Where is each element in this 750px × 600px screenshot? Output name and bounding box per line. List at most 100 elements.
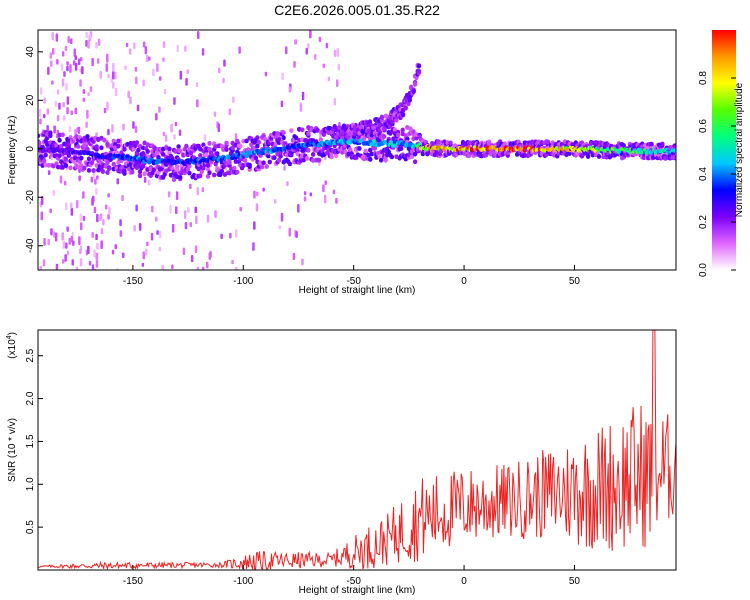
spectrogram-noise-cell	[95, 187, 98, 195]
spectrogram-noise-cell	[86, 268, 90, 270]
spectrogram-noise-cell	[79, 213, 83, 222]
spectrogram-halo-cell	[171, 177, 177, 183]
spectrogram-halo-cell	[116, 138, 121, 144]
spectrogram-noise-cell	[58, 102, 61, 110]
y-tick-label: 2.5	[25, 348, 36, 362]
spectrogram-noise-cell	[201, 48, 205, 56]
spectrogram-halo-cell	[235, 169, 240, 175]
spectrogram-noise-cell	[253, 190, 256, 199]
x-tick-label: -50	[346, 276, 361, 287]
spectrogram-noise-cell	[95, 41, 98, 49]
spectrogram-halo-cell	[63, 163, 68, 169]
snr-x-axis-label: Height of straight line (km)	[299, 585, 416, 596]
spectrogram-noise-cell	[323, 194, 327, 204]
spectrogram-halo-cell	[585, 154, 591, 159]
spectrogram-branch-cell	[400, 112, 406, 118]
spectrogram-noise-cell	[220, 233, 223, 240]
spectrogram-noise-cell	[112, 62, 115, 72]
spectrogram-halo-cell	[377, 154, 382, 159]
spectrogram-noise-cell	[147, 179, 151, 186]
spectrogram-noise-cell	[50, 60, 53, 67]
spectrogram-noise-cell	[174, 121, 178, 127]
spectrogram-noise-cell	[51, 80, 54, 85]
spectrogram-halo-cell	[409, 154, 415, 160]
spectrogram-noise-cell	[86, 109, 89, 119]
spectrogram-noise-cell	[262, 187, 265, 192]
spectrogram-noise-cell	[47, 170, 51, 176]
spectrogram-noise-cell	[106, 101, 109, 111]
spectrogram-noise-cell	[264, 71, 268, 77]
spectrogram-noise-cell	[136, 104, 140, 112]
spectrogram-noise-cell	[95, 252, 99, 260]
spectrogram-halo-cell	[66, 153, 72, 158]
spectrogram-noise-cell	[125, 42, 129, 47]
spectrogram-halo-cell	[371, 125, 376, 130]
spectrogram-noise-cell	[175, 206, 178, 214]
spectrogram-halo-cell	[122, 168, 127, 174]
spectrogram-noise-cell	[155, 216, 158, 222]
y-tick-label: 2.0	[25, 391, 36, 405]
spectrogram-noise-cell	[170, 123, 173, 133]
spectrogram-noise-cell	[82, 215, 86, 222]
spectrogram-halo-cell	[176, 144, 181, 150]
spectrogram-noise-cell	[162, 57, 165, 62]
spectrogram-halo-cell	[567, 151, 572, 156]
x-tick-label: 50	[569, 576, 581, 587]
spectrogram-halo-cell	[287, 161, 293, 167]
spectrogram-noise-cell	[66, 226, 69, 232]
spectrogram-noise-cell	[66, 107, 69, 115]
spectrogram-halo-cell	[570, 142, 575, 148]
spectrogram-halo-cell	[174, 164, 180, 170]
y-tick-label: 20	[25, 94, 36, 106]
spectrogram-noise-cell	[95, 259, 99, 268]
y-tick-label: 1.5	[25, 434, 36, 448]
spectrogram-x-ticks: -150 -100 -50 0 50	[123, 265, 580, 287]
spectrogram-halo-cell	[340, 130, 345, 136]
spectrogram-halo-cell	[105, 141, 110, 147]
spectrogram-noise-cell	[143, 176, 147, 183]
spectrogram-branch-cell	[403, 105, 408, 111]
spectrogram-branch-cell	[390, 119, 395, 125]
spectrogram-noise-cell	[100, 240, 103, 249]
spectrogram-noise-cell	[107, 213, 110, 220]
spectrogram-halo-cell	[392, 127, 398, 133]
spectrogram-halo-cell	[306, 131, 311, 137]
spectrogram-halo-cell	[321, 132, 327, 137]
spectrogram-branch-cell	[416, 68, 422, 74]
spectrogram-halo-cell	[205, 174, 211, 179]
spectrogram-halo-cell	[38, 133, 41, 139]
spectrogram-noise-cell	[52, 48, 55, 55]
spectrogram-noise-cell	[278, 225, 282, 230]
spectrogram-noise-cell	[303, 191, 307, 196]
spectrogram-noise-cell	[96, 242, 99, 250]
spectrogram-noise-cell	[61, 51, 65, 57]
spectrogram-noise-cell	[111, 249, 115, 255]
spectrogram-noise-cell	[77, 58, 81, 66]
spectrogram-noise-cell	[103, 107, 107, 114]
spectrogram-halo-cell	[368, 157, 373, 162]
spectrogram-halo-cell	[48, 133, 53, 139]
spectrogram-noise-cell	[66, 250, 70, 256]
spectrogram-halo-cell	[105, 160, 110, 166]
spectrogram-noise-cell	[194, 206, 197, 214]
spectrogram-halo-cell	[219, 168, 225, 174]
spectrogram-noise-cell	[305, 47, 308, 55]
spectrogram-noise-cell	[152, 68, 155, 77]
spectrogram-halo-cell	[167, 146, 172, 152]
spectrogram-halo-cell	[79, 155, 84, 161]
colorbar-tick-label: 0.4	[698, 167, 709, 181]
spectrogram-noise-cell	[133, 225, 136, 232]
spectrogram-halo-cell	[122, 146, 127, 152]
spectrogram-noise-cell	[318, 36, 322, 42]
spectrogram-halo-cell	[230, 145, 235, 151]
spectrogram-noise-cell	[56, 89, 60, 95]
snr-y-axis-label: SNR (10 * v/v)	[7, 418, 18, 482]
spectrogram-noise-cell	[111, 124, 114, 133]
spectrogram-noise-cell	[223, 59, 226, 67]
spectrogram-noise-cell	[187, 207, 190, 213]
spectrogram-noise-cell	[213, 111, 217, 117]
spectrogram-noise-cell	[285, 46, 288, 55]
x-tick-label: -100	[233, 276, 253, 287]
spectrogram-noise-cell	[185, 78, 188, 86]
y-tick-label: 40	[25, 46, 36, 58]
